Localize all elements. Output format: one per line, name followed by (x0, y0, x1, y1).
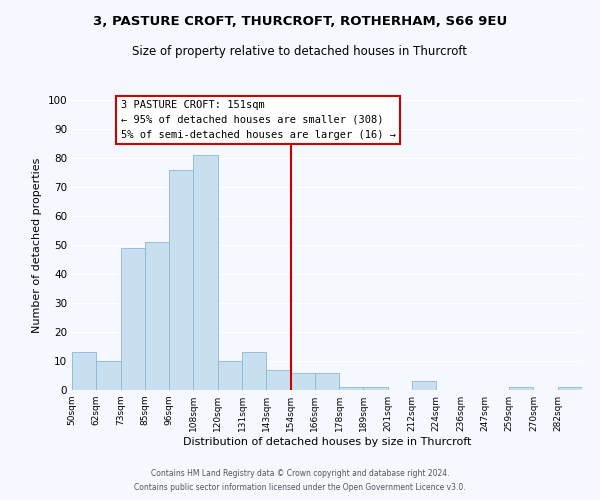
Bar (96, 361, 121, 390)
Bar (315, 372, 339, 390)
Bar (412, 382, 436, 390)
Bar (558, 387, 582, 390)
Bar (218, 361, 242, 390)
Bar (72, 352, 96, 390)
Bar (242, 352, 266, 390)
Text: Size of property relative to detached houses in Thurcroft: Size of property relative to detached ho… (133, 45, 467, 58)
Bar (266, 370, 290, 390)
Text: Contains HM Land Registry data © Crown copyright and database right 2024.: Contains HM Land Registry data © Crown c… (151, 468, 449, 477)
Bar (121, 248, 145, 390)
Bar (509, 387, 533, 390)
Bar (364, 387, 388, 390)
Bar (290, 372, 315, 390)
Bar (339, 387, 364, 390)
Y-axis label: Number of detached properties: Number of detached properties (32, 158, 42, 332)
Text: 3 PASTURE CROFT: 151sqm
← 95% of detached houses are smaller (308)
5% of semi-de: 3 PASTURE CROFT: 151sqm ← 95% of detache… (121, 100, 395, 140)
X-axis label: Distribution of detached houses by size in Thurcroft: Distribution of detached houses by size … (183, 437, 471, 447)
Bar (193, 155, 218, 390)
Bar (145, 242, 169, 390)
Text: 3, PASTURE CROFT, THURCROFT, ROTHERHAM, S66 9EU: 3, PASTURE CROFT, THURCROFT, ROTHERHAM, … (93, 15, 507, 28)
Bar (169, 170, 193, 390)
Text: Contains public sector information licensed under the Open Government Licence v3: Contains public sector information licen… (134, 484, 466, 492)
